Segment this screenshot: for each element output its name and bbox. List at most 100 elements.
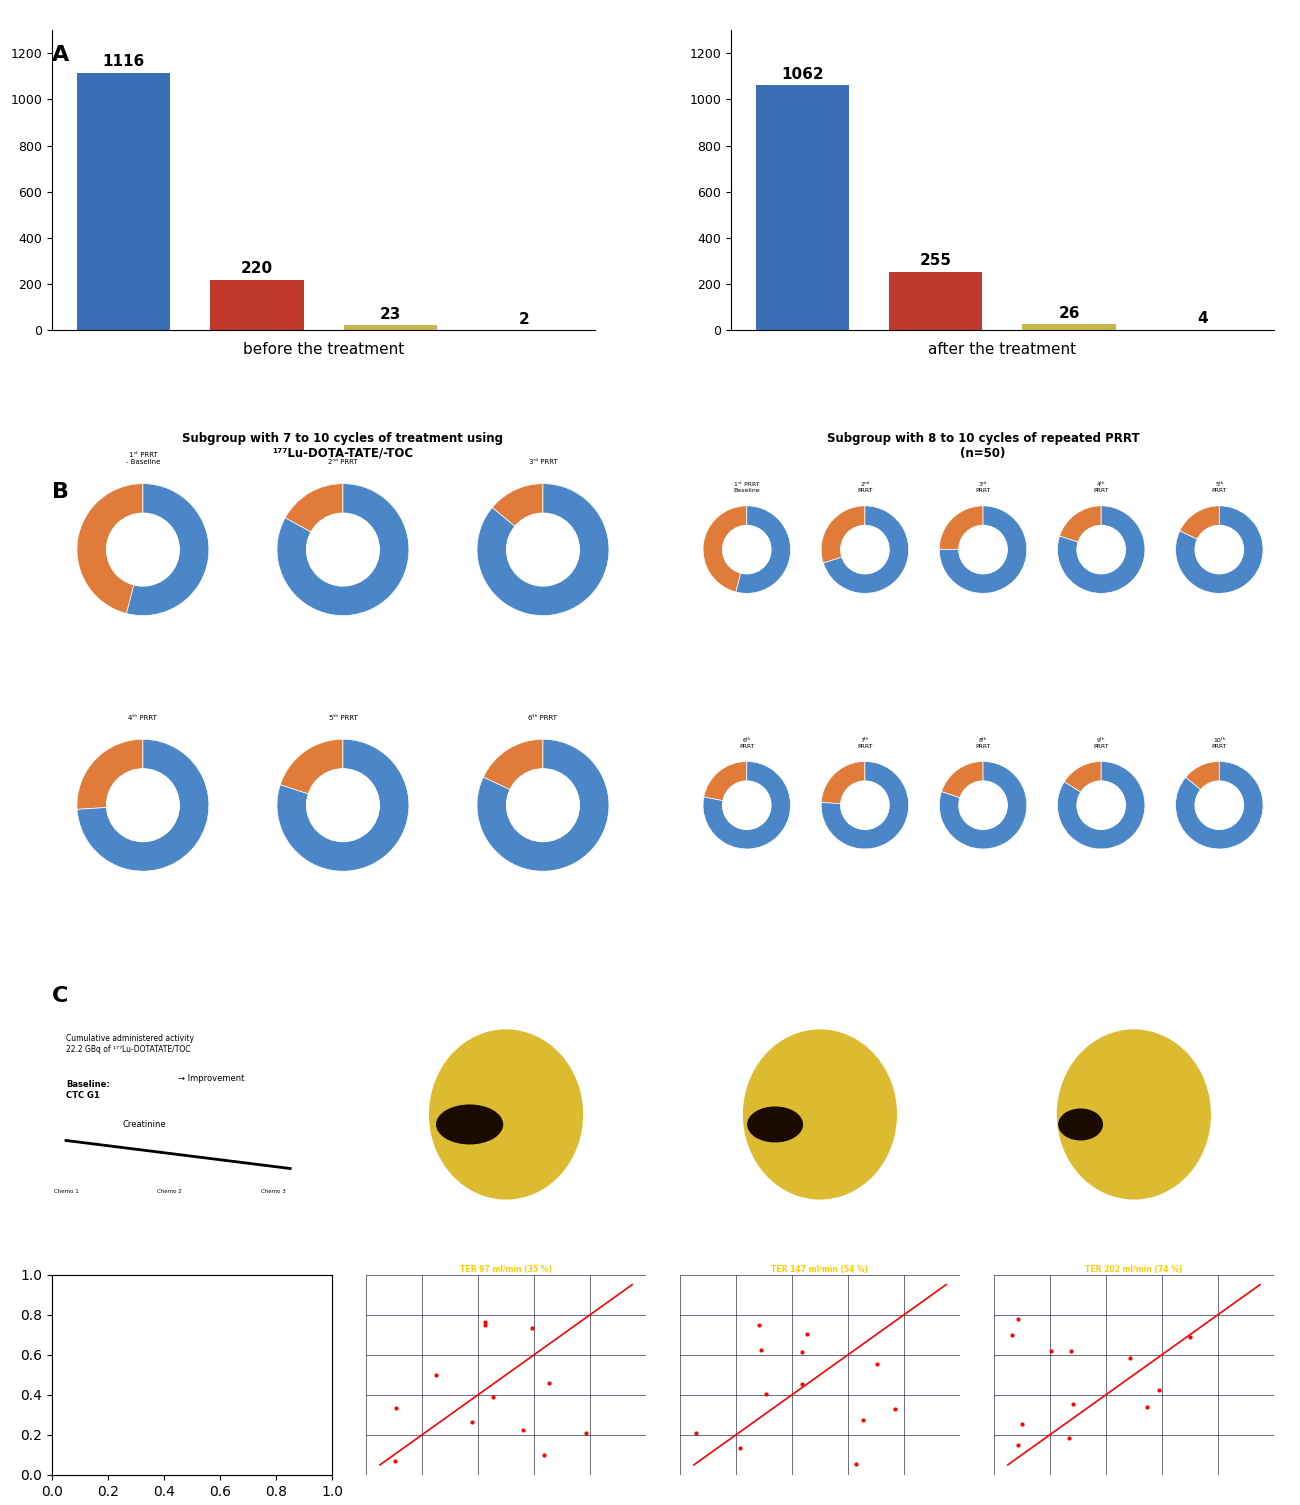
Text: C: C <box>52 986 69 1005</box>
Wedge shape <box>77 739 209 871</box>
Text: Chemo 2: Chemo 2 <box>157 1189 182 1193</box>
Wedge shape <box>126 483 209 616</box>
Text: Chemo 3: Chemo 3 <box>261 1189 286 1193</box>
Point <box>521 1317 542 1341</box>
Point <box>1011 1412 1032 1436</box>
Wedge shape <box>1057 506 1145 593</box>
Title: 3ʳᵈ
PRRT: 3ʳᵈ PRRT <box>975 482 991 494</box>
Bar <box>343 325 437 331</box>
Wedge shape <box>285 483 343 533</box>
Circle shape <box>307 769 380 841</box>
X-axis label: after the treatment: after the treatment <box>928 342 1076 357</box>
Point <box>385 1449 406 1473</box>
Text: → Improvement: → Improvement <box>178 1075 244 1084</box>
Point <box>482 1385 503 1409</box>
Ellipse shape <box>1058 1109 1102 1141</box>
Point <box>729 1436 750 1460</box>
Title: TER 202 ml/min (74 %): TER 202 ml/min (74 %) <box>1086 1264 1183 1273</box>
Wedge shape <box>277 483 410 616</box>
Wedge shape <box>1175 762 1264 849</box>
Point <box>853 1407 874 1431</box>
Point <box>1062 1392 1083 1416</box>
Text: 23: 23 <box>380 307 400 322</box>
Point <box>1061 1339 1082 1364</box>
Title: 6ᵗʰ PRRT: 6ᵗʰ PRRT <box>529 715 558 721</box>
Point <box>755 1382 776 1406</box>
Circle shape <box>507 513 580 585</box>
Point <box>1040 1339 1061 1364</box>
Wedge shape <box>822 762 909 849</box>
Point <box>575 1421 595 1445</box>
Circle shape <box>307 513 380 585</box>
Wedge shape <box>1186 762 1219 790</box>
Bar <box>77 72 170 331</box>
Point <box>866 1351 887 1376</box>
Wedge shape <box>493 483 543 527</box>
Bar <box>174 1350 209 1475</box>
Wedge shape <box>736 506 790 593</box>
Text: Subgroup with 7 to 10 cycles of treatment using
¹⁷⁷Lu-DOTA-TATE/-TOC: Subgroup with 7 to 10 cycles of treatmen… <box>182 432 503 459</box>
Point <box>474 1311 495 1335</box>
Circle shape <box>841 525 889 573</box>
Point <box>426 1362 447 1386</box>
Circle shape <box>107 513 179 585</box>
Text: 1062: 1062 <box>781 66 824 81</box>
Circle shape <box>841 781 889 829</box>
Text: 1116: 1116 <box>103 54 144 69</box>
Text: A: A <box>52 45 69 65</box>
Text: Chemo 1: Chemo 1 <box>53 1189 78 1193</box>
Title: 5ᵗʰ PRRT: 5ᵗʰ PRRT <box>329 715 358 721</box>
Point <box>1121 1345 1141 1370</box>
Title: 4ᵗʰ
PRRT: 4ᵗʰ PRRT <box>1093 482 1109 494</box>
Title: 6ᵗʰ
PRRT: 6ᵗʰ PRRT <box>738 737 754 749</box>
Point <box>685 1421 706 1445</box>
Title: TER 147 ml/min (54 %): TER 147 ml/min (54 %) <box>771 1264 868 1273</box>
Point <box>462 1410 482 1434</box>
Point <box>885 1397 906 1421</box>
Text: 26: 26 <box>1058 306 1080 321</box>
Title: 1ˢᵗ PRRT
Baseline: 1ˢᵗ PRRT Baseline <box>733 482 760 494</box>
Text: Baseline:
CTC G1: Baseline: CTC G1 <box>66 1081 109 1100</box>
Wedge shape <box>477 483 608 616</box>
Point <box>512 1418 533 1442</box>
Point <box>792 1339 812 1364</box>
Text: Creatinine: Creatinine <box>122 1120 165 1129</box>
Wedge shape <box>477 739 608 871</box>
Point <box>1008 1308 1028 1332</box>
Wedge shape <box>940 762 1027 849</box>
Wedge shape <box>1060 506 1101 542</box>
Text: Cumulative administered activity
22.2 GBq of ¹⁷⁷Lu-DOTATATE/TOC: Cumulative administered activity 22.2 GB… <box>66 1034 194 1054</box>
Point <box>1008 1433 1028 1457</box>
Wedge shape <box>281 739 343 795</box>
Wedge shape <box>940 506 1027 593</box>
Bar <box>104 1400 139 1475</box>
Point <box>533 1443 554 1467</box>
Circle shape <box>1195 781 1243 829</box>
Bar <box>889 271 983 331</box>
Wedge shape <box>77 483 143 614</box>
Circle shape <box>959 781 1008 829</box>
Title: TUB (percent of normal): TUB (percent of normal) <box>150 1267 234 1273</box>
Title: 7ᵗʰ
PRRT: 7ᵗʰ PRRT <box>857 737 872 749</box>
Point <box>538 1371 559 1395</box>
Text: Subgroup with 8 to 10 cycles of repeated PRRT
(n=50): Subgroup with 8 to 10 cycles of repeated… <box>827 432 1139 459</box>
Wedge shape <box>703 506 746 591</box>
Circle shape <box>107 769 179 841</box>
Title: 1ˢᵗ PRRT
- Baseline: 1ˢᵗ PRRT - Baseline <box>126 453 160 465</box>
Title: 9ᵗʰ
PRRT: 9ᵗʰ PRRT <box>1093 737 1109 749</box>
Point <box>1002 1323 1023 1347</box>
Point <box>749 1312 770 1336</box>
Wedge shape <box>1057 762 1145 849</box>
Point <box>1149 1379 1170 1403</box>
Title: 10ᵗʰ
PRRT: 10ᵗʰ PRRT <box>1212 737 1227 749</box>
Title: 2ⁿᵈ PRRT: 2ⁿᵈ PRRT <box>328 459 358 465</box>
Point <box>846 1452 867 1476</box>
Point <box>750 1338 771 1362</box>
Point <box>386 1395 407 1419</box>
Wedge shape <box>484 739 543 790</box>
Wedge shape <box>1175 506 1264 593</box>
Circle shape <box>723 525 771 573</box>
Wedge shape <box>703 762 746 801</box>
Wedge shape <box>940 506 983 549</box>
Title: 5ᵗʰ
PRRT: 5ᵗʰ PRRT <box>1212 482 1227 494</box>
